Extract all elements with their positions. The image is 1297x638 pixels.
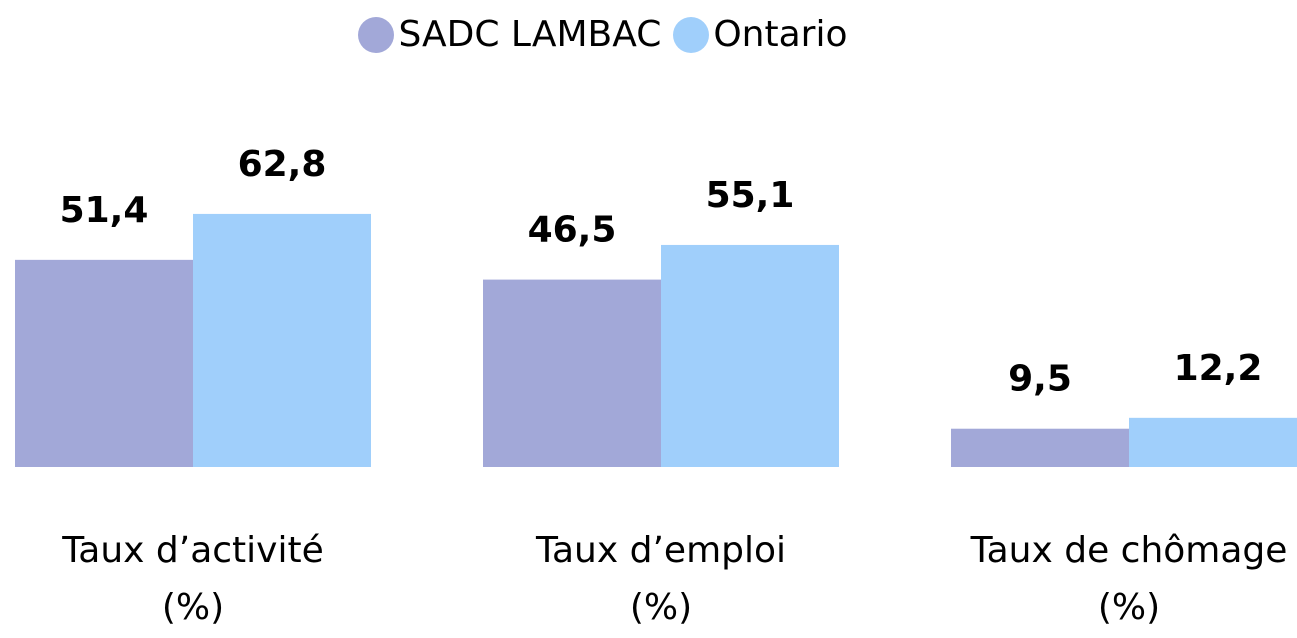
legend: SADC LAMBAC Ontario — [0, 14, 1206, 55]
x-tick-label: Taux d’emploi (%) — [535, 530, 787, 628]
bar — [193, 213, 371, 467]
value-label: 62,8 — [238, 144, 327, 185]
bar — [483, 279, 661, 467]
bar — [1129, 417, 1297, 467]
x-tick-label: Taux d’activité (%) — [62, 530, 324, 628]
legend-swatch — [673, 16, 710, 53]
bar — [951, 428, 1129, 467]
legend-item: SADC LAMBAC — [358, 14, 661, 55]
legend-label: Ontario — [713, 14, 848, 55]
legend-item: Ontario — [673, 14, 848, 55]
value-label: 46,5 — [528, 210, 617, 251]
x-tick-label: Taux de chômage (%) — [970, 530, 1288, 628]
value-label: 51,4 — [60, 190, 149, 231]
legend-swatch — [358, 16, 395, 53]
value-label: 12,2 — [1174, 348, 1263, 389]
bar — [661, 244, 839, 467]
value-label: 9,5 — [1008, 359, 1072, 400]
legend-label: SADC LAMBAC — [398, 14, 662, 55]
value-label: 55,1 — [706, 175, 795, 216]
bar — [15, 259, 193, 467]
